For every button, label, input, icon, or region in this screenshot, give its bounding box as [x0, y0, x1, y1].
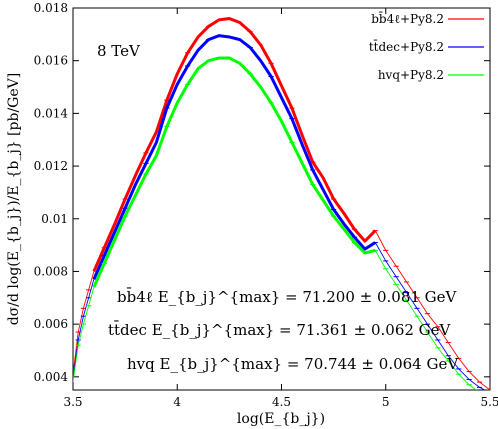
x-axis-ticks: 3.5 4 4.5 5 5.5 [63, 8, 498, 409]
x-tick-label: 5.5 [480, 395, 498, 409]
x-axis-label: log(E_{b_j}) [237, 411, 325, 427]
legend-entry-ttdec: tt̄dec+Py8.2 [369, 38, 484, 54]
energy-label: 8 TeV [97, 42, 141, 60]
y-tick-label: 0.012 [34, 159, 68, 173]
x-tick-label: 4.5 [272, 395, 291, 409]
series-thin-line-right [374, 250, 477, 390]
y-tick-label: 0.01 [41, 212, 68, 226]
y-tick-label: 0.004 [34, 370, 69, 384]
fit-result-bb4l: bb̄4ℓ E_{b_j}^{max} = 71.200 ± 0.081 GeV [117, 288, 458, 306]
legend-label-hvq: hvq+Py8.2 [378, 68, 444, 82]
series-1 [73, 34, 486, 390]
y-tick-label: 0.018 [34, 1, 68, 15]
legend-label-bb4l: bb̄4ℓ+Py8.2 [371, 10, 444, 26]
series-line [92, 17, 377, 273]
series-2 [73, 56, 477, 390]
series-thin-line-right [374, 230, 490, 390]
legend-label-ttdec: tt̄dec+Py8.2 [369, 38, 444, 54]
fit-result-ttdec: tt̄dec E_{b_j}^{max} = 71.361 ± 0.062 Ge… [108, 321, 452, 339]
fit-result-hvq: hvq E_{b_j}^{max} = 70.744 ± 0.064 GeV [127, 355, 459, 373]
x-tick-label: 3.5 [63, 395, 82, 409]
y-tick-label: 0.006 [34, 317, 68, 331]
y-tick-label: 0.008 [34, 264, 68, 278]
series-thin-line-right [374, 242, 486, 390]
series-line [92, 56, 376, 288]
legend-entry-hvq: hvq+Py8.2 [378, 68, 484, 82]
y-tick-label: 0.014 [34, 106, 69, 120]
series-0 [73, 17, 490, 390]
y-axis-label: dσ/d log(E_{b_j})/E_{b_j} [pb/GeV] [6, 73, 22, 325]
x-tick-label: 4 [173, 395, 181, 409]
legend-entry-bb4l: bb̄4ℓ+Py8.2 [371, 10, 484, 26]
y-tick-label: 0.016 [34, 54, 68, 68]
series-thin-line-left [73, 279, 95, 380]
series-line [92, 34, 377, 280]
series-layer [73, 17, 490, 390]
x-tick-label: 5 [382, 395, 390, 409]
series-thin-line-left [73, 287, 95, 383]
y-axis-ticks: 0.004 0.006 0.008 0.01 0.012 0.014 0.016 0.018 [34, 1, 490, 384]
legend: bb̄4ℓ+Py8.2 tt̄dec+Py8.2 hvq+Py8.2 [369, 10, 484, 82]
